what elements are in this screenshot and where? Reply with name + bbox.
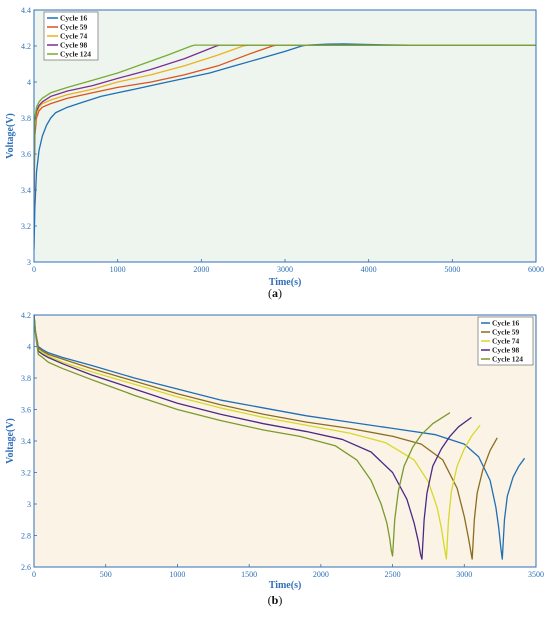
legend-label-b-2: Cycle 59 xyxy=(492,328,520,337)
legend-label-a-3: Cycle 74 xyxy=(60,32,88,41)
y-tick-label-a-0: 3 xyxy=(27,258,31,267)
x-tick-label-b-6: 3000 xyxy=(456,570,472,579)
y-tick-label-b-5: 3.6 xyxy=(21,406,31,415)
x-tick-label-b-4: 2000 xyxy=(313,570,329,579)
caption-a: (a) xyxy=(268,286,282,300)
legend-label-b-4: Cycle 98 xyxy=(492,346,520,355)
y-tick-label-a-7: 4.4 xyxy=(21,6,31,15)
y-tick-label-b-0: 2.6 xyxy=(21,563,31,572)
x-tick-label-a-2: 2000 xyxy=(193,265,209,274)
series-group-a xyxy=(34,43,536,250)
series-line-a-1 xyxy=(34,43,536,250)
chart-b-svg: 0 500 1000 1500 2000 2500 3000 3500 2.6 2.8 3 3.2 3.… xyxy=(5,311,544,607)
legend-label-b-3: Cycle 74 xyxy=(492,337,520,346)
y-axis-label-a: Voltage(V) xyxy=(5,113,16,159)
y-tick-label-a-2: 3.4 xyxy=(21,186,31,195)
legend-label-b-1: Cycle 16 xyxy=(492,319,520,328)
y-tick-label-b-8: 4.2 xyxy=(21,311,31,320)
legend-label-a-2: Cycle 59 xyxy=(60,23,88,32)
plot-area-b xyxy=(34,315,536,567)
series-line-b-1 xyxy=(34,315,526,560)
y-tick-label-a-5: 4 xyxy=(27,78,31,87)
x-tick-label-b-3: 1500 xyxy=(241,570,257,579)
x-tick-label-a-3: 3000 xyxy=(277,265,293,274)
y-tick-label-a-3: 3.6 xyxy=(21,150,31,159)
caption-b: (b) xyxy=(268,593,283,607)
y-tick-label-b-3: 3.2 xyxy=(21,469,31,478)
x-tick-label-a-5: 5000 xyxy=(444,265,460,274)
series-line-b-5 xyxy=(34,315,451,557)
x-tick-label-a-0: 0 xyxy=(32,265,36,274)
legend-label-a-1: Cycle 16 xyxy=(60,14,88,23)
x-tick-label-a-4: 4000 xyxy=(361,265,377,274)
plot-area-a xyxy=(34,10,536,262)
legend-label-a-4: Cycle 98 xyxy=(60,41,88,50)
series-line-b-3 xyxy=(34,315,481,560)
series-line-b-4 xyxy=(34,315,472,560)
series-line-b-2 xyxy=(34,315,498,560)
y-tick-label-b-6: 3.8 xyxy=(21,374,31,383)
y-tick-label-b-1: 2.8 xyxy=(21,532,31,541)
x-tick-label-b-1: 500 xyxy=(100,570,112,579)
y-axis-label-b: Voltage(V) xyxy=(5,418,16,464)
x-tick-label-b-0: 0 xyxy=(32,570,36,579)
x-tick-label-a-6: 6000 xyxy=(528,265,544,274)
y-tick-label-a-1: 3.2 xyxy=(21,222,31,231)
x-axis-label-b: Time(s) xyxy=(269,580,302,591)
x-tick-label-b-2: 1000 xyxy=(169,570,185,579)
y-tick-label-b-7: 4 xyxy=(27,343,31,352)
y-tick-label-a-6: 4.2 xyxy=(21,42,31,51)
series-line-a-5 xyxy=(34,44,536,182)
series-group-b xyxy=(34,315,526,560)
y-tick-label-b-4: 3.4 xyxy=(21,437,31,446)
x-tick-label-b-7: 3500 xyxy=(528,570,544,579)
legend-label-b-5: Cycle 124 xyxy=(492,355,523,364)
chart-a-svg: 0 1000 2000 3000 4000 5000 6000 3 3.2 3.4 3.6 3.8 4 4… xyxy=(5,6,544,300)
x-axis-label-a: Time(s) xyxy=(269,277,302,288)
legend-label-a-5: Cycle 124 xyxy=(60,50,91,59)
chart-panel-b: 0 500 1000 1500 2000 2500 3000 3500 2.6 2.8 3 3.2 3.… xyxy=(0,307,550,614)
y-tick-label-b-2: 3 xyxy=(27,500,31,509)
chart-panel-a: 0 1000 2000 3000 4000 5000 6000 3 3.2 3.4 3.6 3.8 4 4… xyxy=(0,0,550,305)
y-tick-label-a-4: 3.8 xyxy=(21,114,31,123)
x-tick-label-b-5: 2500 xyxy=(385,570,401,579)
x-tick-label-a-1: 1000 xyxy=(110,265,126,274)
